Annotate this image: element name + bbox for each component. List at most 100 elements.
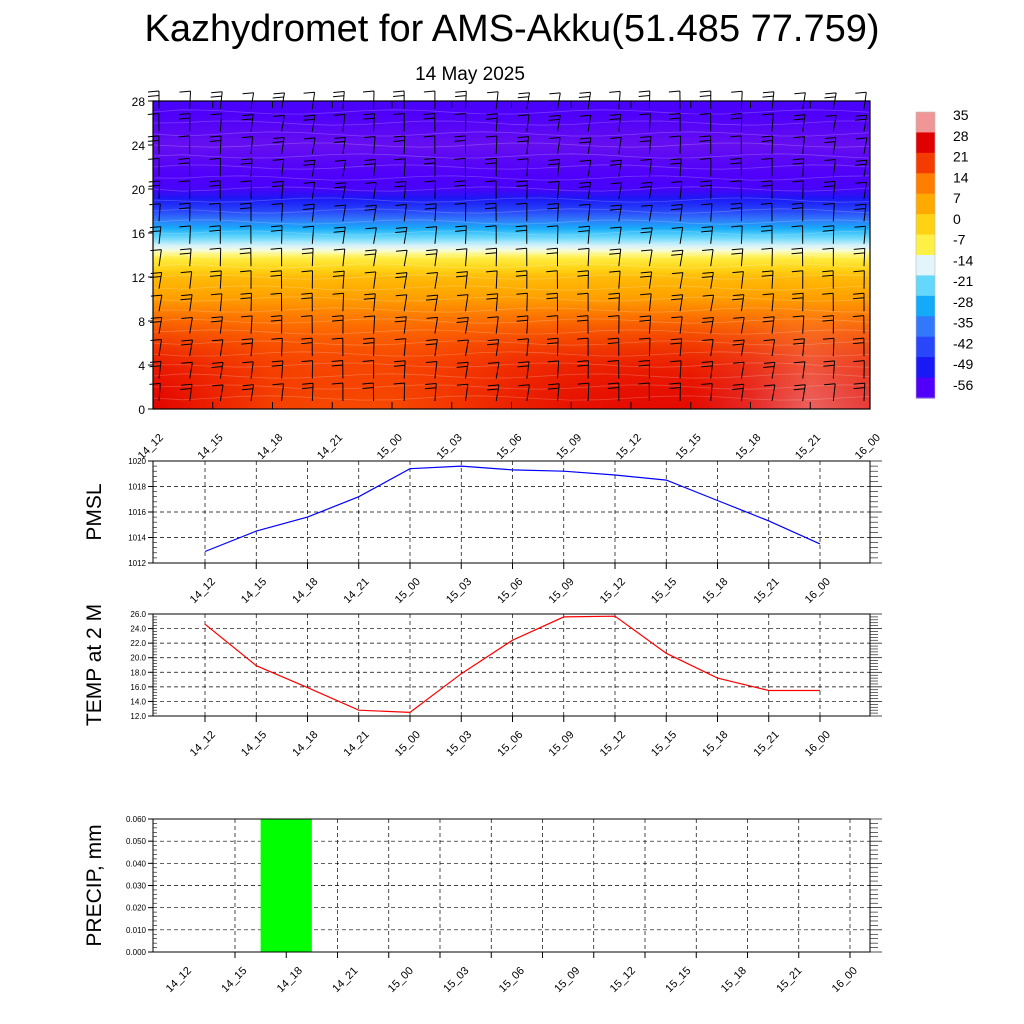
x-tick-label: 15_18: [733, 432, 763, 462]
wind-barb: [639, 315, 652, 334]
wind-barb: [823, 203, 835, 222]
wind-barb: [791, 225, 804, 244]
wind-barb: [577, 382, 590, 402]
wind-barb: [395, 204, 407, 222]
x-tick-label: 14_21: [342, 729, 372, 759]
wind-barb: [733, 361, 745, 379]
wind-barb: [733, 316, 745, 334]
wind-barb: [365, 227, 377, 244]
wind-barb: [793, 114, 806, 132]
wind-barb: [179, 90, 191, 110]
wind-barb: [609, 270, 621, 289]
wind-barb: [181, 361, 193, 379]
wind-barb: [793, 384, 806, 402]
panel-frame: [152, 818, 871, 953]
wind-barb: [671, 226, 684, 244]
wind-barb: [487, 339, 500, 357]
wind-barb: [487, 361, 500, 379]
wind-barb: [303, 159, 316, 177]
y-tick-label: 0.000: [126, 948, 147, 957]
wind-barb: [301, 382, 314, 402]
y-tick-label: 28: [132, 95, 146, 109]
wind-barb: [855, 137, 868, 154]
y-tick-label: 24.0: [130, 625, 146, 634]
x-tick-label: 16_00: [803, 576, 833, 606]
wind-barb: [609, 159, 622, 177]
wind-barb: [271, 203, 284, 222]
wind-barb: [485, 225, 497, 244]
wind-barb: [610, 182, 623, 199]
x-tick-label: 14_15: [219, 965, 249, 995]
y-axis-label: PMSL: [83, 483, 106, 540]
contour-line: [152, 241, 871, 247]
wind-barb: [548, 180, 560, 199]
wind-barb: [853, 247, 866, 267]
wind-barb: [271, 360, 284, 379]
wind-barb: [270, 225, 283, 244]
wind-barb: [148, 180, 161, 199]
y-tick-label: 0: [138, 403, 145, 417]
wind-barb: [546, 247, 558, 267]
wind-barb: [209, 225, 221, 244]
wind-barb: [148, 157, 160, 177]
wind-barb: [303, 181, 316, 199]
x-tick-label: 15_15: [663, 965, 693, 995]
wind-barb: [761, 270, 774, 289]
contour-line: [152, 296, 871, 302]
wind-barb: [546, 337, 559, 357]
wind-barb: [699, 157, 712, 177]
wind-barb: [270, 247, 283, 267]
wind-barb: [334, 182, 347, 199]
wind-barb: [394, 338, 407, 357]
wind-barb: [701, 271, 714, 289]
wind-barb: [670, 338, 683, 357]
wind-barb: [210, 293, 223, 312]
x-tick-label: 15_09: [547, 576, 577, 606]
x-tick-label: 14_12: [188, 729, 218, 759]
panel-frame: [152, 613, 871, 717]
wind-barb: [824, 383, 836, 402]
y-tick-label: 1020: [128, 457, 146, 466]
wind-barb: [423, 157, 436, 177]
wind-barb: [578, 181, 592, 199]
x-tick-label: 15_00: [393, 576, 423, 606]
y-tick-label: 16: [132, 227, 146, 241]
wind-barb: [209, 202, 221, 222]
colorbar-label: -14: [953, 252, 973, 268]
wind-barb: [364, 136, 376, 154]
wind-barb: [639, 113, 651, 132]
wind-barb: [454, 157, 466, 177]
wind-barb: [763, 361, 776, 379]
contour-line: [152, 351, 871, 357]
x-tick-label: 14_18: [255, 432, 285, 462]
series-line: [204, 615, 820, 714]
wind-barb: [732, 383, 745, 402]
wind-barb: [852, 315, 865, 334]
wind-barb: [607, 337, 620, 357]
wind-barb: [609, 204, 622, 222]
precip-bar: [260, 819, 312, 952]
wind-barb: [456, 383, 469, 402]
contour-line: [152, 384, 871, 390]
wind-barb: [825, 114, 837, 132]
y-tick-label: 22.0: [130, 639, 146, 648]
wind-barb: [149, 226, 162, 244]
wind-barb: [303, 114, 316, 132]
chart-subtitle: 14 May 2025: [415, 64, 525, 85]
wind-barb: [671, 249, 684, 267]
wind-barb: [240, 180, 252, 199]
wind-barb: [487, 384, 500, 402]
x-tick-label: 14_12: [188, 576, 218, 606]
wind-barb: [547, 383, 560, 402]
wind-barb: [180, 383, 193, 402]
wind-barb: [671, 272, 684, 289]
wind-barb: [670, 204, 683, 222]
contour-line: [152, 307, 871, 313]
x-tick-label: 15_09: [554, 432, 584, 462]
x-tick-label: 15_06: [495, 729, 525, 759]
wind-barb: [579, 203, 591, 222]
y-tick-label: 0.020: [126, 904, 147, 913]
wind-barb: [699, 90, 712, 110]
wind-barb: [732, 294, 745, 312]
wind-barb: [699, 113, 712, 132]
